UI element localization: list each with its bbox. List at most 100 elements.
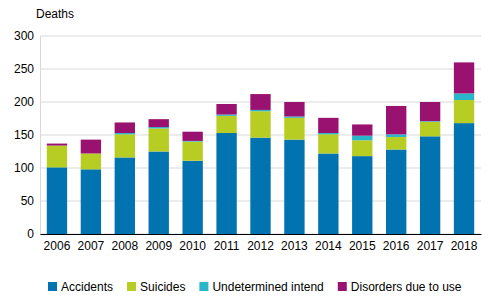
bar <box>386 137 406 150</box>
tick: 2009 <box>145 234 172 253</box>
y-axis-title: Deaths <box>36 7 74 21</box>
tick: 2007 <box>78 234 105 253</box>
y-axis: 050100150200250300 <box>14 29 41 241</box>
series <box>115 93 475 141</box>
bar <box>250 111 270 137</box>
chart: 0501001502002503002006200720082009201020… <box>0 0 491 302</box>
bar <box>81 153 101 169</box>
legend-item: Accidents <box>48 280 113 294</box>
tick: 2018 <box>451 234 478 253</box>
tick-label: 100 <box>14 161 34 175</box>
tick-label: 2015 <box>349 239 376 253</box>
bar <box>284 102 304 117</box>
tick-label: 150 <box>14 128 34 142</box>
legend-label: Suicides <box>140 280 185 294</box>
legend-swatch <box>127 282 136 291</box>
tick: 2016 <box>383 234 410 253</box>
tick: 0 <box>27 227 40 241</box>
tick-label: 2013 <box>281 239 308 253</box>
bar <box>47 167 67 234</box>
tick-label: 0 <box>27 227 34 241</box>
bar <box>149 119 169 127</box>
bar <box>420 122 440 137</box>
legend-swatch <box>338 282 347 291</box>
bar <box>47 144 67 146</box>
bar <box>454 93 474 100</box>
bar <box>386 106 406 134</box>
bar <box>318 118 338 133</box>
series <box>47 100 474 169</box>
tick: 2015 <box>349 234 376 253</box>
bar <box>216 133 236 234</box>
bar <box>250 110 270 111</box>
grid <box>40 36 481 234</box>
bar <box>250 94 270 110</box>
tick: 2013 <box>281 234 308 253</box>
bar <box>81 169 101 234</box>
bar <box>454 62 474 93</box>
bar <box>182 161 202 234</box>
legend-label: Undetermined intend <box>212 280 323 294</box>
tick-label: 2018 <box>451 239 478 253</box>
bar <box>352 140 372 156</box>
tick-label: 2007 <box>78 239 105 253</box>
tick: 2010 <box>179 234 206 253</box>
bar <box>81 140 101 154</box>
bar <box>318 134 338 153</box>
legend-item: Disorders due to use <box>338 280 462 294</box>
tick: 200 <box>14 95 40 109</box>
tick-label: 2011 <box>214 239 240 253</box>
bar <box>386 150 406 234</box>
tick-label: 2014 <box>315 239 342 253</box>
bar <box>47 146 67 168</box>
tick: 2008 <box>111 234 138 253</box>
bar <box>182 142 202 161</box>
bar <box>318 133 338 134</box>
bar <box>352 136 372 141</box>
bar <box>284 140 304 234</box>
legend: Accidents Suicides Undetermined intend Diso… <box>48 280 462 294</box>
bar <box>420 102 440 121</box>
grid-line <box>40 36 481 37</box>
bar <box>386 134 406 137</box>
bar <box>115 134 135 157</box>
x-axis: 2006 2007 2008 2009 2010 2011 2012 2013 2014 2015… <box>41 234 482 253</box>
tick-label: 2010 <box>179 239 206 253</box>
tick: 50 <box>21 194 40 208</box>
tick: 250 <box>14 62 40 76</box>
grid-line <box>40 69 481 70</box>
tick-label: 2008 <box>111 239 138 253</box>
legend-swatch <box>48 282 57 291</box>
tick: 100 <box>14 161 40 175</box>
bar <box>149 152 169 235</box>
tick-label: 2009 <box>145 239 172 253</box>
bar <box>250 138 270 234</box>
tick-label: 200 <box>14 95 34 109</box>
legend-label: Accidents <box>61 280 113 294</box>
x-axis-line <box>41 234 482 235</box>
legend-item: Undetermined intend <box>199 280 323 294</box>
legend-swatch <box>199 282 208 291</box>
bar <box>182 132 202 141</box>
bar <box>115 157 135 234</box>
series <box>47 62 474 153</box>
tick: 2006 <box>44 234 71 253</box>
legend-item: Suicides <box>127 280 185 294</box>
bar <box>454 123 474 234</box>
tick: 150 <box>14 128 40 142</box>
tick-label: 2006 <box>44 239 71 253</box>
tick-label: 50 <box>21 194 35 208</box>
bar <box>284 118 304 140</box>
bar <box>318 153 338 234</box>
bar <box>149 128 169 151</box>
tick: 2011 <box>214 234 240 253</box>
bar <box>216 104 236 115</box>
tick-label: 250 <box>14 62 34 76</box>
tick-label: 2012 <box>247 239 274 253</box>
y-axis-line <box>40 37 41 235</box>
bar <box>115 133 135 134</box>
bar <box>454 100 474 123</box>
bar <box>216 115 236 116</box>
tick-label: 2017 <box>417 239 444 253</box>
bar <box>420 136 440 234</box>
